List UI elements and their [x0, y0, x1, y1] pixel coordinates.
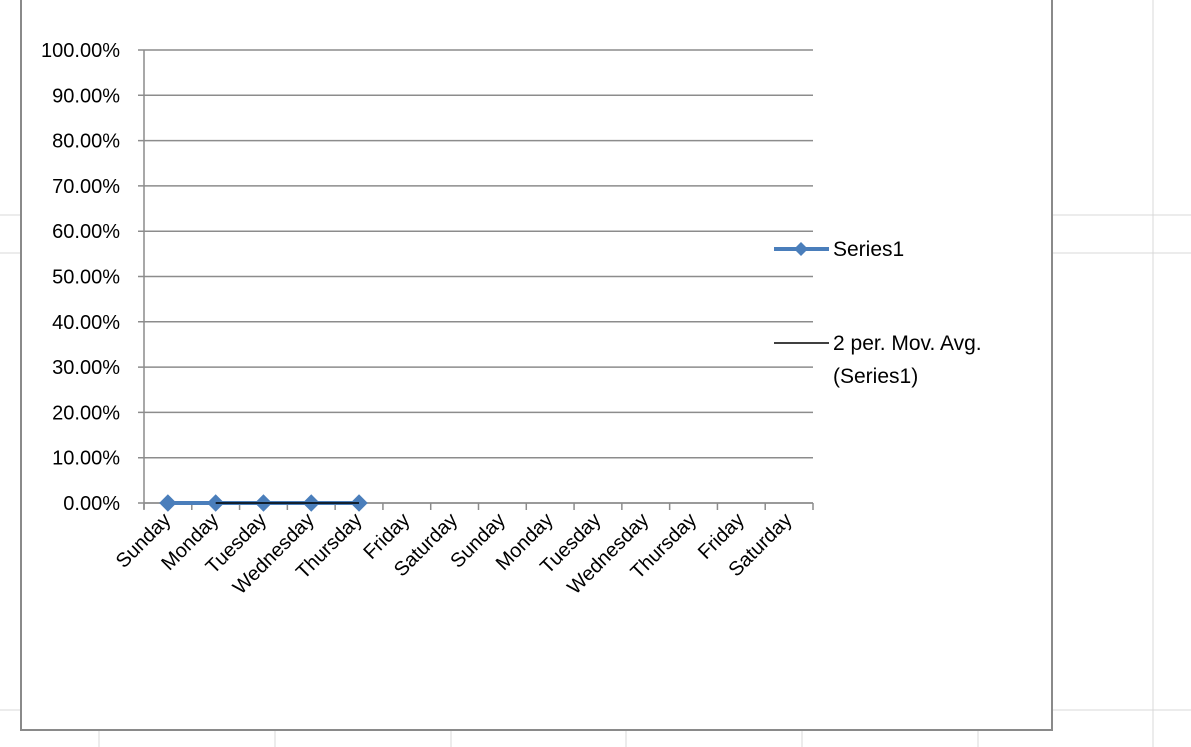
y-axis-tick-labels: 0.00% 10.00% 20.00% 30.00% 40.00% 50.00% 60.00… — [41, 40, 120, 515]
y-tick-label: 20.00% — [52, 402, 120, 424]
gridlines — [138, 49, 813, 504]
y-tick-label: 10.00% — [52, 448, 120, 470]
axes — [143, 50, 814, 510]
chart-area[interactable]: 0.00% 10.00% 20.00% 30.00% 40.00% 50.00% 60.00… — [20, 0, 1053, 731]
y-tick-label: 50.00% — [52, 267, 120, 289]
y-tick-label: 100.00% — [41, 40, 120, 62]
legend-key-marker — [794, 242, 808, 256]
legend[interactable]: Series1 2 per. Mov. Avg. (Series1) — [774, 238, 982, 388]
legend-entry-label: 2 per. Mov. Avg. — [833, 332, 982, 355]
legend-entry-label: Series1 — [833, 238, 904, 261]
y-tick-label: 60.00% — [52, 221, 120, 243]
y-tick-label: 0.00% — [63, 493, 120, 515]
x-axis-tick-labels: SundayMondayTuesdayWednesdayThursdayFrid… — [112, 509, 797, 599]
data-point — [159, 494, 177, 512]
y-tick-label: 90.00% — [52, 85, 120, 107]
y-tick-label: 40.00% — [52, 312, 120, 334]
line-chart: 0.00% 10.00% 20.00% 30.00% 40.00% 50.00% 60.00… — [41, 40, 982, 599]
y-tick-label: 30.00% — [52, 357, 120, 379]
legend-entry-label: (Series1) — [833, 365, 918, 388]
series — [159, 494, 368, 512]
y-tick-label: 80.00% — [52, 131, 120, 153]
y-tick-label: 70.00% — [52, 176, 120, 198]
